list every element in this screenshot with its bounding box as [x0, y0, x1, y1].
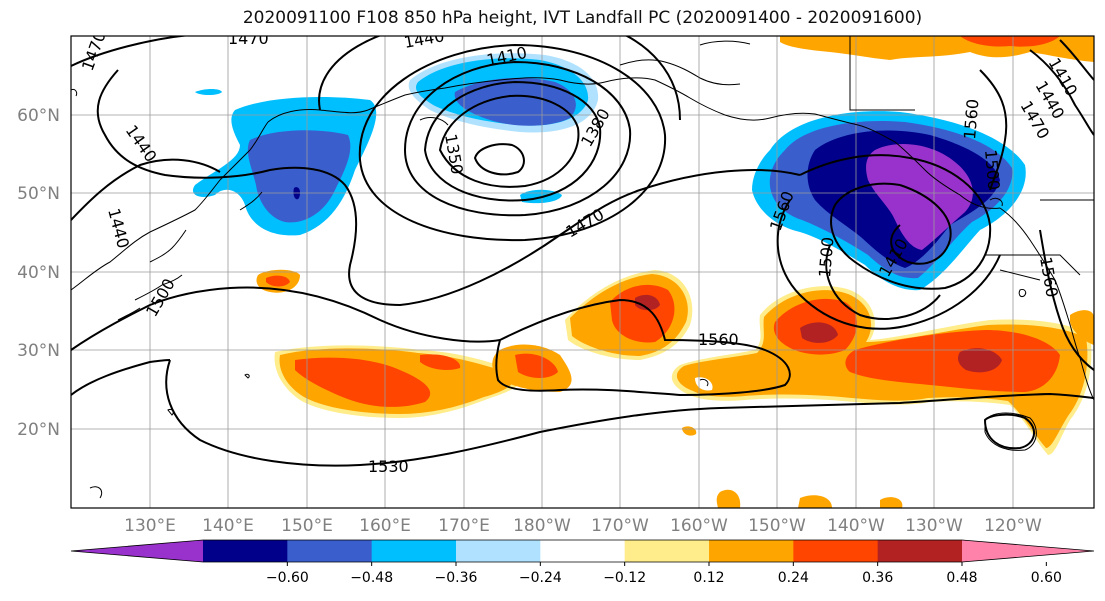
- lon-label-170w: 170°W: [591, 516, 649, 536]
- contour-label: 1560: [960, 98, 982, 140]
- lon-label-160e: 160°E: [359, 516, 411, 536]
- colorbar-cell: [624, 540, 710, 562]
- colorbar-tick-label: 0.36: [862, 570, 893, 586]
- lon-label-150e: 150°E: [281, 516, 333, 536]
- coastlines: [71, 40, 1094, 499]
- colorbar-cell: [371, 540, 457, 562]
- lat-label-20n: 20°N: [17, 420, 60, 440]
- graticule: [71, 36, 1094, 508]
- lon-label-170e: 170°E: [438, 516, 490, 536]
- colorbar-cell: [793, 540, 879, 562]
- lon-label-120w: 120°W: [984, 516, 1042, 536]
- colorbar-tick-label: −0.60: [266, 570, 309, 586]
- lon-label-180w: 180°W: [513, 516, 571, 536]
- latitude-labels: 60°N 50°N 40°N 30°N 20°N: [17, 106, 60, 440]
- colorbar-cell: [287, 540, 373, 562]
- colorbar-tick-label: 0.48: [946, 570, 977, 586]
- colorbar-extension-max: [962, 540, 1094, 562]
- colorbar-cell: [540, 540, 626, 562]
- colorbar-tick-label: 0.12: [693, 570, 724, 586]
- longitude-labels: 130°E 140°E 150°E 160°E 170°E 180°W 170°…: [124, 516, 1042, 536]
- lat-label-40n: 40°N: [17, 263, 60, 283]
- lon-label-130e: 130°E: [124, 516, 176, 536]
- colorbar-cell: [456, 540, 541, 562]
- lon-label-140w: 140°W: [827, 516, 885, 536]
- lon-label-150w: 150°W: [748, 516, 806, 536]
- lat-label-60n: 60°N: [17, 106, 60, 126]
- height-contours: [71, 36, 1094, 467]
- lat-label-30n: 30°N: [17, 341, 60, 361]
- lat-label-50n: 50°N: [17, 184, 60, 204]
- colorbar-cell: [877, 540, 963, 562]
- colorbar-tick-label: −0.48: [350, 570, 393, 586]
- lon-label-140e: 140°E: [202, 516, 254, 536]
- map-title: 2020091100 F108 850 hPa height, IVT Land…: [242, 8, 923, 28]
- contour-label: 1530: [368, 457, 409, 476]
- contour-label: 1470: [228, 29, 269, 48]
- colorbar-extension-min: [71, 540, 203, 562]
- plot-frame: [70, 35, 1095, 509]
- colorbar-cell: [709, 540, 794, 562]
- colorbar-tick-label: −0.12: [603, 570, 646, 586]
- colorbar-tick-label: 0.24: [778, 570, 809, 586]
- contour-label: 1500: [981, 149, 1003, 191]
- contour-label: 1500: [815, 236, 837, 278]
- lon-label-160w: 160°W: [670, 516, 728, 536]
- colorbar-tick-label: −0.36: [435, 570, 478, 586]
- colorbar-outline: [70, 539, 1095, 563]
- contour-label: 1560: [698, 330, 739, 349]
- colorbar: −0.60 −0.48 −0.36 −0.24 −0.12 0.12 0.24 0.36 0.4…: [70, 539, 1095, 586]
- colorbar-tick-label: −0.24: [519, 570, 562, 586]
- colorbar-tick-label: 0.60: [1031, 570, 1062, 586]
- colorbar-cell: [203, 540, 288, 562]
- political-borders: [849, 36, 1094, 281]
- lon-label-130w: 130°W: [905, 516, 963, 536]
